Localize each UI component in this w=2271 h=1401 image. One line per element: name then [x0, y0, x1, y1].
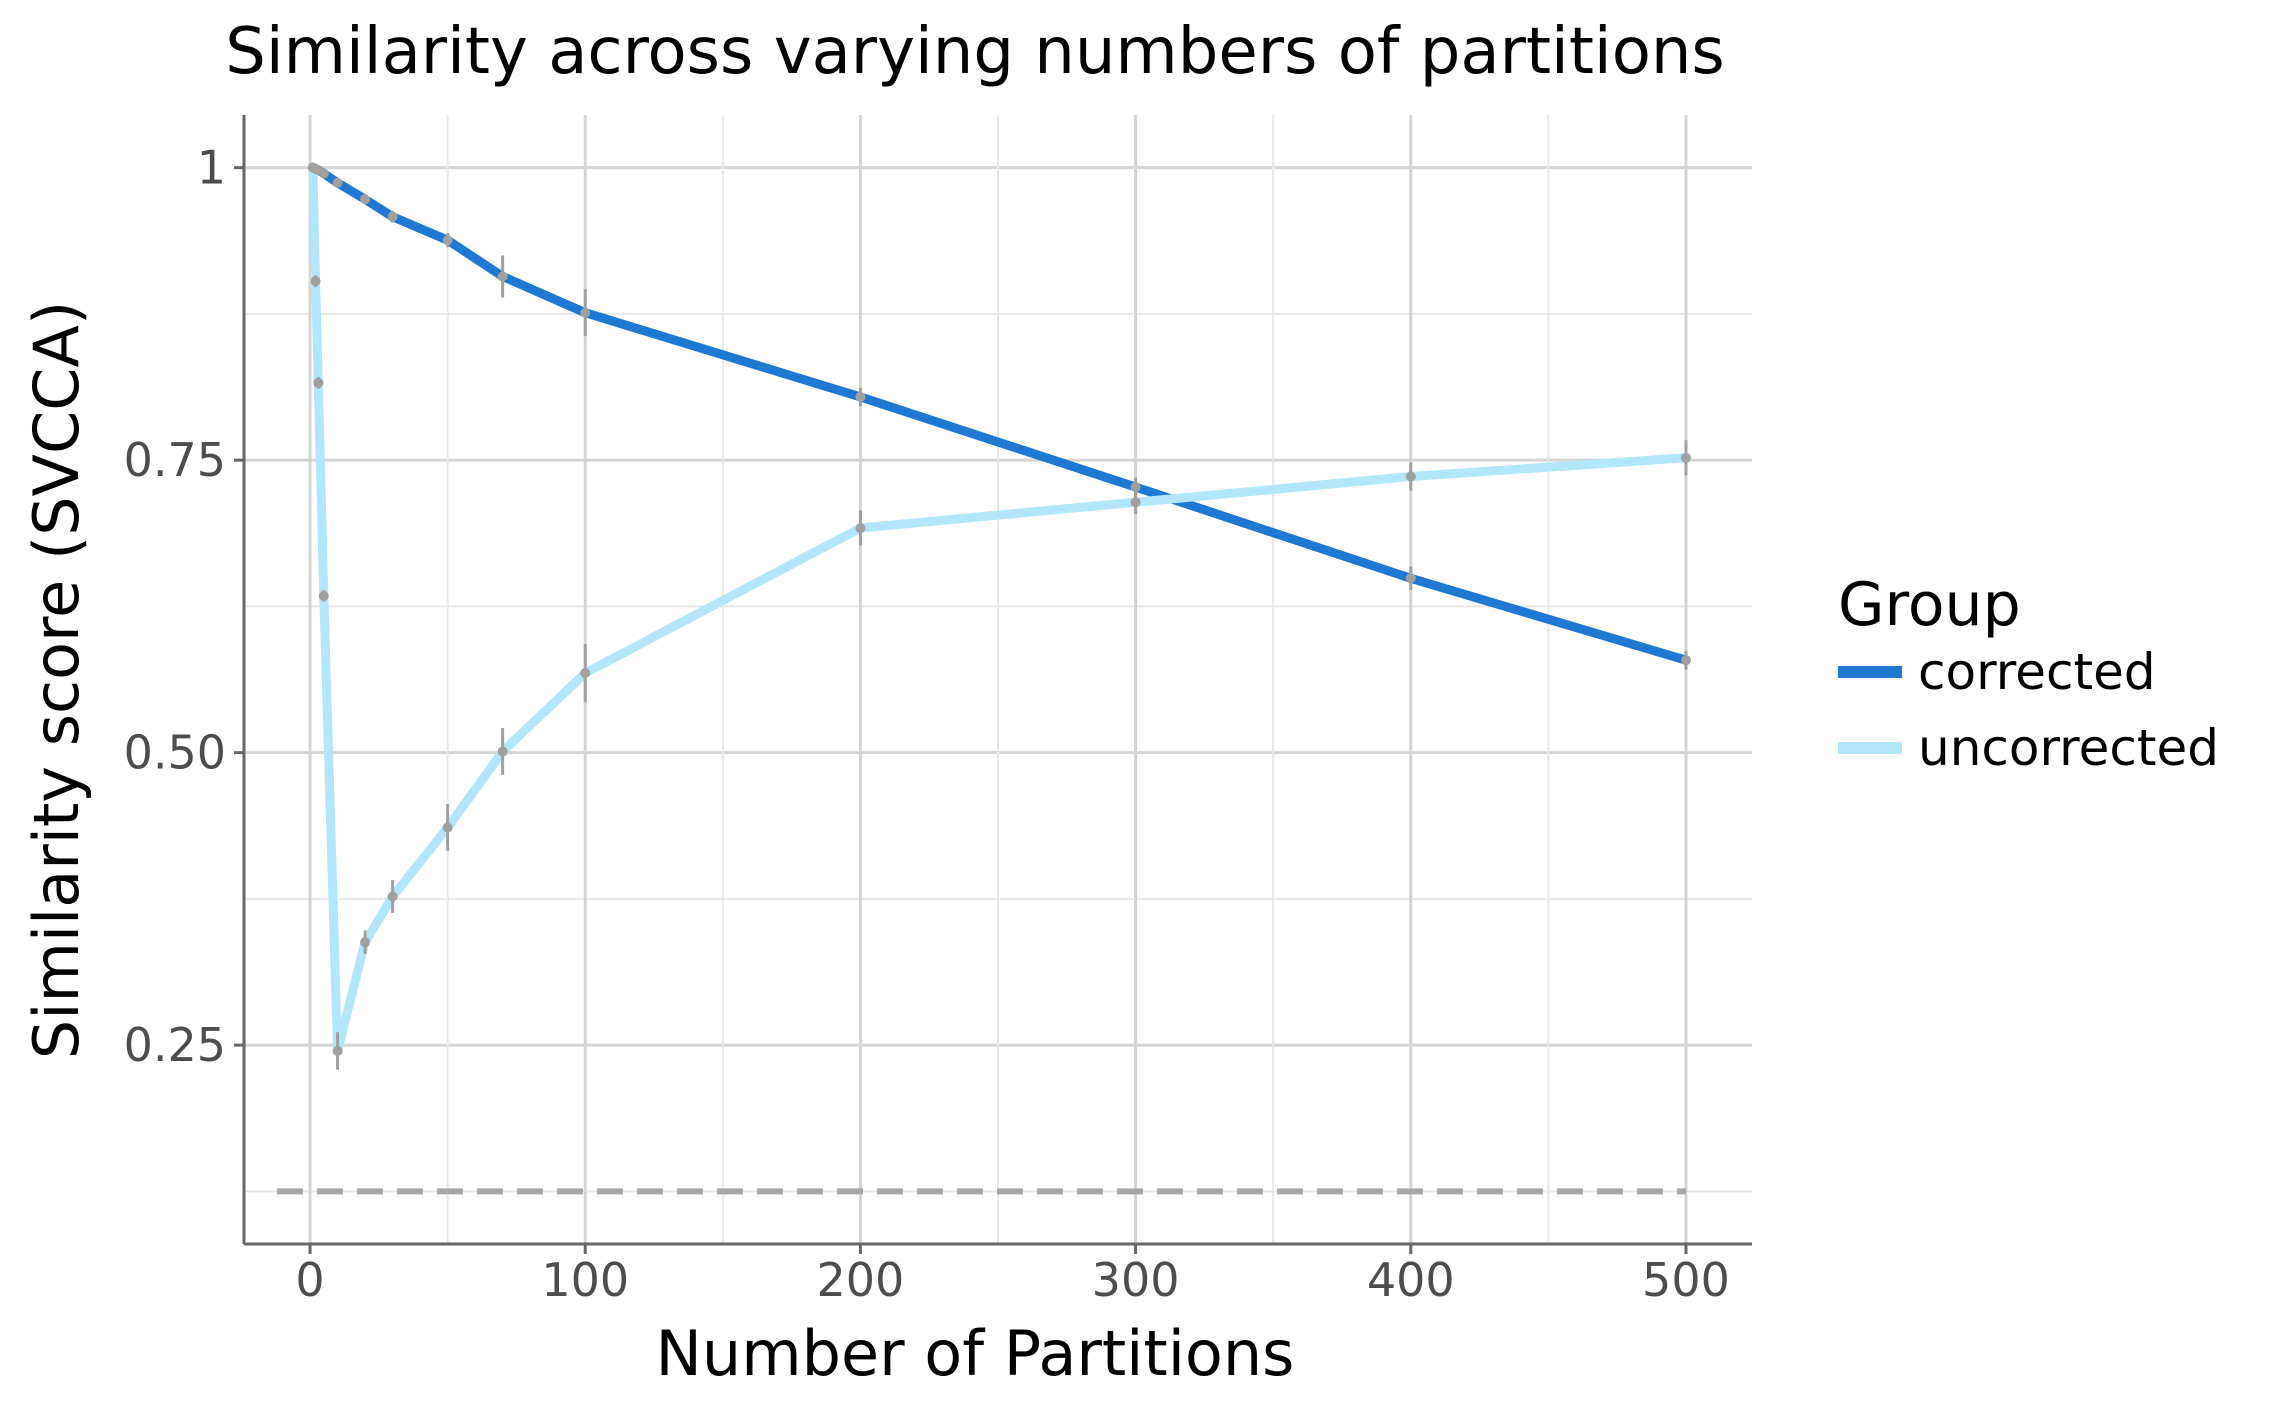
- x-tick-label: 500: [1642, 1253, 1730, 1307]
- data-point-uncorrected: [318, 590, 329, 601]
- data-point-corrected: [1405, 573, 1416, 584]
- x-tick-label: 0: [295, 1253, 324, 1307]
- grid: [244, 115, 1752, 1244]
- x-tick-label: 200: [817, 1253, 905, 1307]
- data-point-uncorrected: [497, 746, 508, 757]
- data-point-corrected: [580, 307, 591, 318]
- legend-label-uncorrected: uncorrected: [1918, 719, 2219, 777]
- legend-items: corrected uncorrected: [1838, 643, 2219, 777]
- x-axis-title: Number of Partitions: [656, 1317, 1295, 1390]
- data-point-corrected: [387, 211, 398, 222]
- y-tick-label: 0.25: [124, 1018, 226, 1072]
- y-axis-ticks: 0.25 0.50 0.75 1: [124, 141, 244, 1072]
- x-axis-ticks: 0 100 200 300 400 500: [295, 1244, 1730, 1307]
- data-point-corrected: [332, 177, 343, 188]
- data-point-uncorrected: [1130, 497, 1141, 508]
- data-point-uncorrected: [580, 668, 591, 679]
- error-bars: [311, 165, 1688, 1070]
- x-tick-label: 300: [1092, 1253, 1180, 1307]
- x-tick-label: 400: [1367, 1253, 1455, 1307]
- data-point-uncorrected: [307, 162, 318, 173]
- data-point-uncorrected: [360, 937, 371, 948]
- x-tick-label: 100: [541, 1253, 629, 1307]
- series-lines: [308, 163, 1691, 1056]
- data-point-corrected: [360, 194, 371, 205]
- data-point-corrected: [1680, 655, 1691, 666]
- legend-label-corrected: corrected: [1918, 643, 2156, 701]
- data-point-uncorrected: [855, 522, 866, 533]
- data-point-uncorrected: [387, 891, 398, 902]
- data-point-corrected: [442, 235, 453, 246]
- series-line-uncorrected: [308, 163, 1691, 1056]
- data-point-uncorrected: [313, 377, 324, 388]
- data-point-uncorrected: [310, 276, 321, 287]
- legend-title: Group: [1838, 570, 2021, 640]
- data-point-corrected: [497, 271, 508, 282]
- data-point-uncorrected: [1680, 452, 1691, 463]
- data-point-uncorrected: [332, 1045, 343, 1056]
- y-tick-label: 1: [197, 141, 226, 195]
- chart-title: Similarity across varying numbers of par…: [225, 15, 1725, 89]
- y-tick-label: 0.75: [124, 433, 226, 487]
- data-point-corrected: [1130, 482, 1141, 493]
- data-points: [307, 162, 1691, 1056]
- legend: Group corrected uncorrected: [1838, 570, 2219, 777]
- data-point-uncorrected: [442, 822, 453, 833]
- series-line-corrected: [308, 163, 1691, 665]
- data-point-corrected: [855, 391, 866, 402]
- y-axis-title: Similarity score (SVCCA): [20, 301, 93, 1059]
- data-point-uncorrected: [1405, 471, 1416, 482]
- data-point-corrected: [318, 168, 329, 179]
- y-tick-label: 0.50: [124, 726, 226, 780]
